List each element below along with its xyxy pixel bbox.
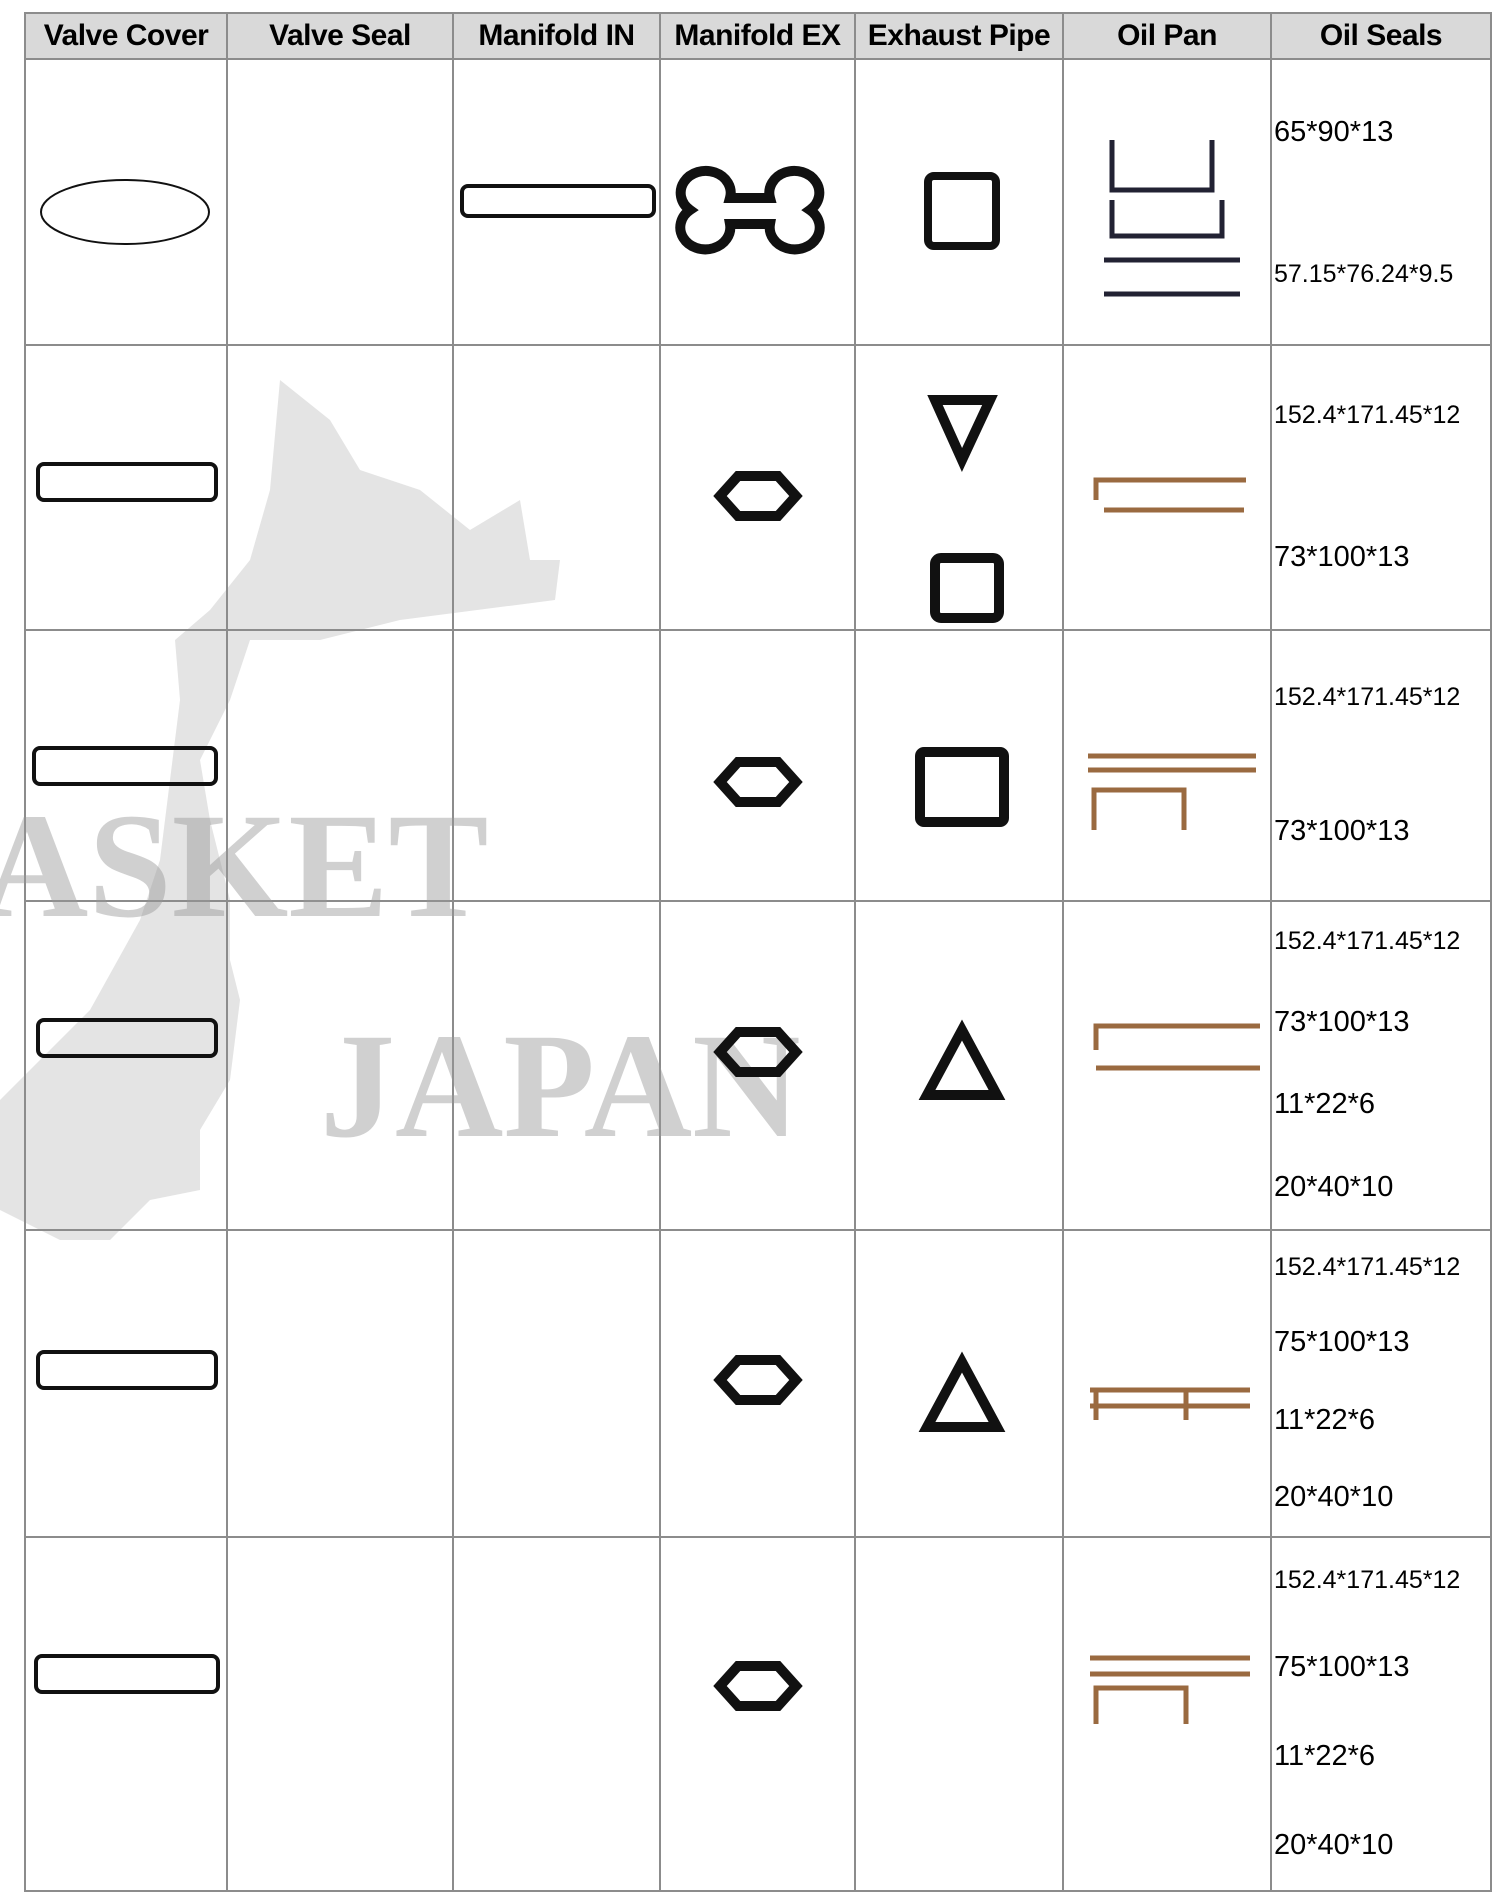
gasket-image (36, 462, 218, 502)
gasket-image (32, 746, 218, 786)
gasket-image (918, 1351, 1006, 1432)
gasket-image (675, 165, 825, 255)
oil-seal-size: 75*100*13 (1274, 1326, 1410, 1359)
oil-seal-size: 73*100*13 (1274, 815, 1410, 848)
gasket-image (713, 757, 803, 807)
gasket-image (36, 1018, 218, 1058)
gasket-image (36, 1350, 218, 1390)
watermark-left: ASKET (0, 783, 489, 949)
gasket-image (927, 395, 998, 473)
oil-seal-size: 65*90*13 (1274, 115, 1394, 148)
gasket-image (40, 179, 210, 245)
gasket-image (713, 1355, 803, 1405)
oil-seal-size: 20*40*10 (1274, 1480, 1394, 1513)
gasket-image (1090, 1655, 1250, 1724)
gasket-image (1093, 477, 1246, 513)
oil-seal-size: 57.15*76.24*9.5 (1274, 259, 1454, 288)
oil-seal-size: 152.4*171.45*12 (1274, 401, 1461, 430)
gasket-image (924, 172, 1000, 250)
oil-seal-size: 73*100*13 (1274, 1005, 1410, 1038)
oil-seals-cell: 152.4*171.45*12 73*100*13 11*22*6 20*40*10 (1270, 900, 1492, 1231)
oil-seal-size: 11*22*6 (1274, 1088, 1376, 1121)
oil-seals-cell: 152.4*171.45*12 75*100*13 11*22*6 20*40*10 (1270, 1229, 1492, 1538)
oil-seal-size: 20*40*10 (1274, 1171, 1394, 1204)
gasket-image (713, 1661, 803, 1711)
oil-seals-cell: 152.4*171.45*12 73*100*13 (1270, 344, 1492, 631)
gasket-image (713, 471, 803, 521)
oil-seal-size: 152.4*171.45*12 (1274, 926, 1461, 955)
oil-seal-size: 73*100*13 (1274, 540, 1410, 573)
gasket-image (1093, 1023, 1260, 1071)
oil-seal-size: 152.4*171.45*12 (1274, 1566, 1461, 1594)
map-shape (0, 380, 560, 1240)
gasket-image (930, 553, 1004, 623)
oil-seal-size: 11*22*6 (1274, 1403, 1376, 1436)
watermark-right: JAPAN (320, 1003, 801, 1169)
header-cell: Oil Seals (1270, 12, 1492, 60)
header-cell: Manifold IN (452, 12, 661, 60)
gasket-image (1088, 753, 1256, 830)
oil-seals-cell: 152.4*171.45*12 73*100*13 (1270, 629, 1492, 902)
oil-seal-size: 152.4*171.45*12 (1274, 682, 1461, 711)
oil-seal-size: 20*40*10 (1274, 1829, 1394, 1861)
header-cell: Valve Seal (226, 12, 454, 60)
gasket-image (1104, 140, 1240, 297)
gasket-image (34, 1654, 220, 1694)
oil-seals-cell: 65*90*13 57.15*76.24*9.5 (1270, 58, 1492, 346)
gasket-image (915, 747, 1009, 827)
oil-seal-size: 11*22*6 (1274, 1740, 1376, 1772)
gasket-image (1090, 1387, 1250, 1420)
oil-seal-size: 152.4*171.45*12 (1274, 1253, 1461, 1282)
gasket-image (713, 1027, 803, 1077)
oil-seal-size: 75*100*13 (1274, 1651, 1410, 1683)
gasket-image (918, 1019, 1006, 1100)
header-cell: Exhaust Pipe (854, 12, 1064, 60)
gasket-image (460, 184, 656, 218)
